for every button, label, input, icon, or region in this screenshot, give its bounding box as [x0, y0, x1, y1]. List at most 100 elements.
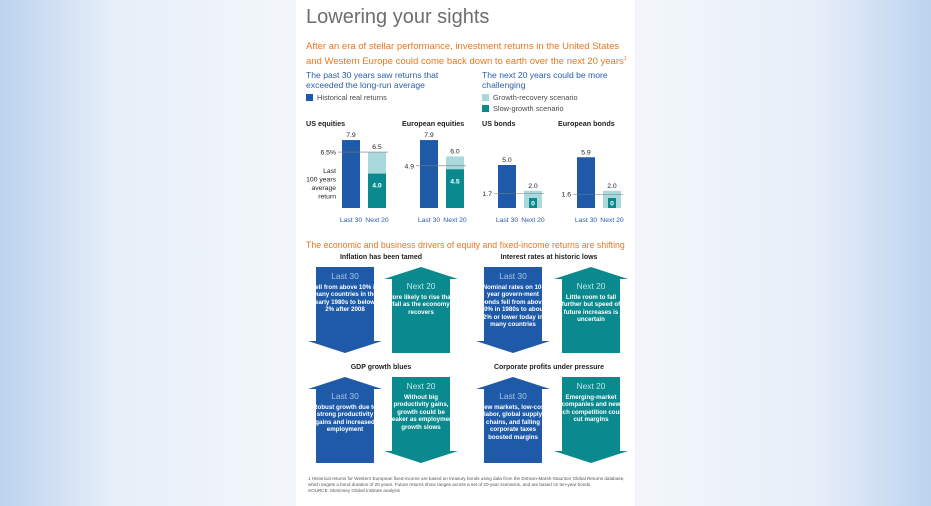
infographic-panel: Lowering your sights After an era of ste…	[296, 0, 635, 506]
intro-text: After an era of stellar performance, inv…	[306, 41, 627, 68]
left-subhead: The past 30 years saw returns that excee…	[306, 70, 439, 90]
driver-3-last30-arrow-label: Last 30	[331, 391, 359, 401]
driver-1-next20-arrow: Next 20 More likely to rise than fall as …	[384, 267, 458, 353]
driver-title-3: GDP growth blues	[350, 364, 412, 371]
legend-swatch-growth-recovery	[482, 94, 489, 101]
footnote-text: 1 Historical returns for Western Europea…	[308, 476, 625, 487]
bar-slow-growth-us-equities	[368, 173, 386, 208]
bar-label-growth-recovery-european-bonds: 2.0	[607, 183, 617, 190]
legend-label-slow-growth: Slow-growth scenario	[493, 104, 564, 113]
driver-4-last30-arrow-head	[476, 377, 550, 389]
driver-2-last30-arrow-body	[484, 267, 542, 341]
driver-4-last30-arrow-body	[484, 389, 542, 463]
right-subhead: The next 20 years could be more challeng…	[482, 70, 608, 90]
driver-title-1: Inflation has been tamed	[339, 254, 423, 261]
avg-note-line-4: return	[318, 194, 336, 201]
legend-swatch-historical	[306, 94, 313, 101]
bar-label-historical-us-bonds: 5.0	[502, 157, 512, 164]
bar-slow-growth-us-bonds	[529, 198, 537, 208]
driver-2-last30-arrow-head	[476, 341, 550, 353]
driver-4-next20-arrow-label: Next 20	[576, 381, 606, 391]
x-label-last30-european-bonds: Last 30	[575, 217, 598, 224]
legend-growth-recovery: Growth-recovery scenario	[482, 93, 578, 102]
avg-label-us-equities: 6.5%	[321, 150, 337, 157]
x-label-next20-european-bonds: Next 20	[600, 217, 624, 224]
driver-3-next20-arrow-head	[384, 451, 458, 463]
x-label-last30-us-equities: Last 30	[340, 217, 363, 224]
bar-historical-european-equities	[420, 140, 438, 208]
driver-1-last30-arrow: Last 30 Fell from above 10% in many count…	[308, 267, 382, 353]
driver-1-last30-arrow-label: Last 30	[331, 271, 359, 281]
driver-4-last30-arrow: Last 30 New markets, low-cost labor, glob…	[476, 377, 550, 463]
driver-3-next20-arrow: Next 20 Without big productivity gains, g…	[384, 377, 458, 463]
driver-2-next20-arrow-text: Little room to fall further but speed of…	[561, 294, 621, 324]
driver-2-last30-arrow-label: Last 30	[499, 271, 527, 281]
driver-1-last30-arrow-text: Fell from above 10% in many countries in…	[311, 284, 379, 314]
x-label-next20-us-bonds: Next 20	[521, 217, 545, 224]
driver-1-last30-arrow-body	[316, 267, 374, 341]
bar-slow-growth-european-bonds	[608, 198, 616, 208]
bar-slow-growth-european-equities	[446, 169, 464, 208]
driver-4-last30-arrow-text: New markets, low-cost labor, global supp…	[479, 404, 547, 441]
avg-label-european-equities: 4.9	[405, 163, 415, 170]
bar-label-slow-growth-european-equities: 4.5	[450, 178, 460, 185]
driver-3-last30-arrow-text: Robust growth due to strong productivity…	[313, 404, 377, 434]
intro-footnote-marker: 1	[623, 56, 627, 62]
x-label-last30-us-bonds: Last 30	[496, 217, 519, 224]
driver-3-last30-arrow-body	[316, 389, 374, 463]
bar-label-slow-growth-european-bonds: 0	[610, 201, 614, 208]
driver-3-last30-arrow: Last 30 Robust growth due to strong produ…	[308, 377, 382, 463]
legend-label-historical: Historical real returns	[317, 93, 387, 102]
driver-4-next20-arrow-head	[554, 451, 628, 463]
driver-1-next20-arrow-head	[384, 267, 458, 279]
avg-label-us-bonds: 1.7	[483, 191, 493, 198]
driver-1-next20-arrow-text: More likely to rise than fall as the eco…	[387, 294, 455, 316]
driver-title-4: Corporate profits under pressure	[493, 364, 605, 371]
footnote: 1 Historical returns for Western Europea…	[308, 476, 628, 494]
driver-2-next20-arrow-body	[562, 279, 620, 353]
driver-2-next20-arrow: Next 20 Little room to fall further but s…	[554, 267, 628, 353]
page-title: Lowering your sights	[306, 6, 490, 28]
driver-1-last30-arrow-head	[308, 341, 382, 353]
bar-label-historical-us-equities: 7.9	[346, 132, 356, 139]
chart-title-european-bonds: European bonds	[558, 119, 615, 128]
driver-3-next20-arrow-text: Without big productivity gains, growth c…	[387, 394, 455, 431]
driver-3-next20-arrow-body	[392, 377, 450, 451]
bar-historical-us-equities	[342, 140, 360, 208]
driver-4-next20-arrow: Next 20 Emerging-market companies and new…	[554, 377, 628, 463]
bar-label-growth-recovery-european-equities: 6.0	[450, 148, 460, 155]
drivers-heading: The economic and business drivers of equ…	[306, 240, 625, 250]
bar-historical-us-bonds	[498, 165, 516, 208]
bar-label-slow-growth-us-bonds: 0	[531, 201, 535, 208]
chart-title-european-equities: European equities	[402, 119, 464, 128]
x-label-last30-european-equities: Last 30	[418, 217, 441, 224]
bar-label-slow-growth-us-equities: 4.0	[372, 183, 382, 190]
bar-historical-european-bonds	[577, 157, 595, 208]
legend-swatch-slow-growth	[482, 105, 489, 112]
chart-title-us-equities: US equities	[306, 119, 345, 128]
avg-label-european-bonds: 1.6	[562, 192, 572, 199]
driver-title-2: Interest rates at historic lows	[500, 254, 598, 261]
legend-historical: Historical real returns	[306, 93, 387, 102]
legend-slow-growth: Slow-growth scenario	[482, 104, 564, 113]
avg-note-line-1: Last	[323, 168, 336, 175]
avg-note-line-3: average	[311, 185, 336, 192]
legend-label-growth-recovery: Growth-recovery scenario	[493, 93, 578, 102]
bar-label-growth-recovery-us-equities: 6.5	[372, 144, 382, 151]
driver-3-last30-arrow-head	[308, 377, 382, 389]
x-label-next20-european-equities: Next 20	[443, 217, 467, 224]
bar-label-growth-recovery-us-bonds: 2.0	[528, 183, 538, 190]
driver-1-next20-arrow-body	[392, 279, 450, 353]
source-text: SOURCE: McKinsey Global Institute analys…	[308, 488, 400, 493]
driver-4-last30-arrow-label: Last 30	[499, 391, 527, 401]
driver-2-last30-arrow: Last 30 Nominal rates on 10-year govern-m…	[476, 267, 550, 353]
x-label-next20-us-equities: Next 20	[365, 217, 389, 224]
avg-note-line-2: 100 years	[306, 177, 336, 184]
driver-2-last30-arrow-text: Nominal rates on 10-year govern-ment bon…	[480, 284, 546, 329]
driver-3-next20-arrow-label: Next 20	[406, 381, 436, 391]
driver-4-next20-arrow-body	[562, 377, 620, 451]
driver-2-next20-arrow-label: Next 20	[576, 281, 606, 291]
chart-title-us-bonds: US bonds	[482, 119, 516, 128]
driver-2-next20-arrow-head	[554, 267, 628, 279]
